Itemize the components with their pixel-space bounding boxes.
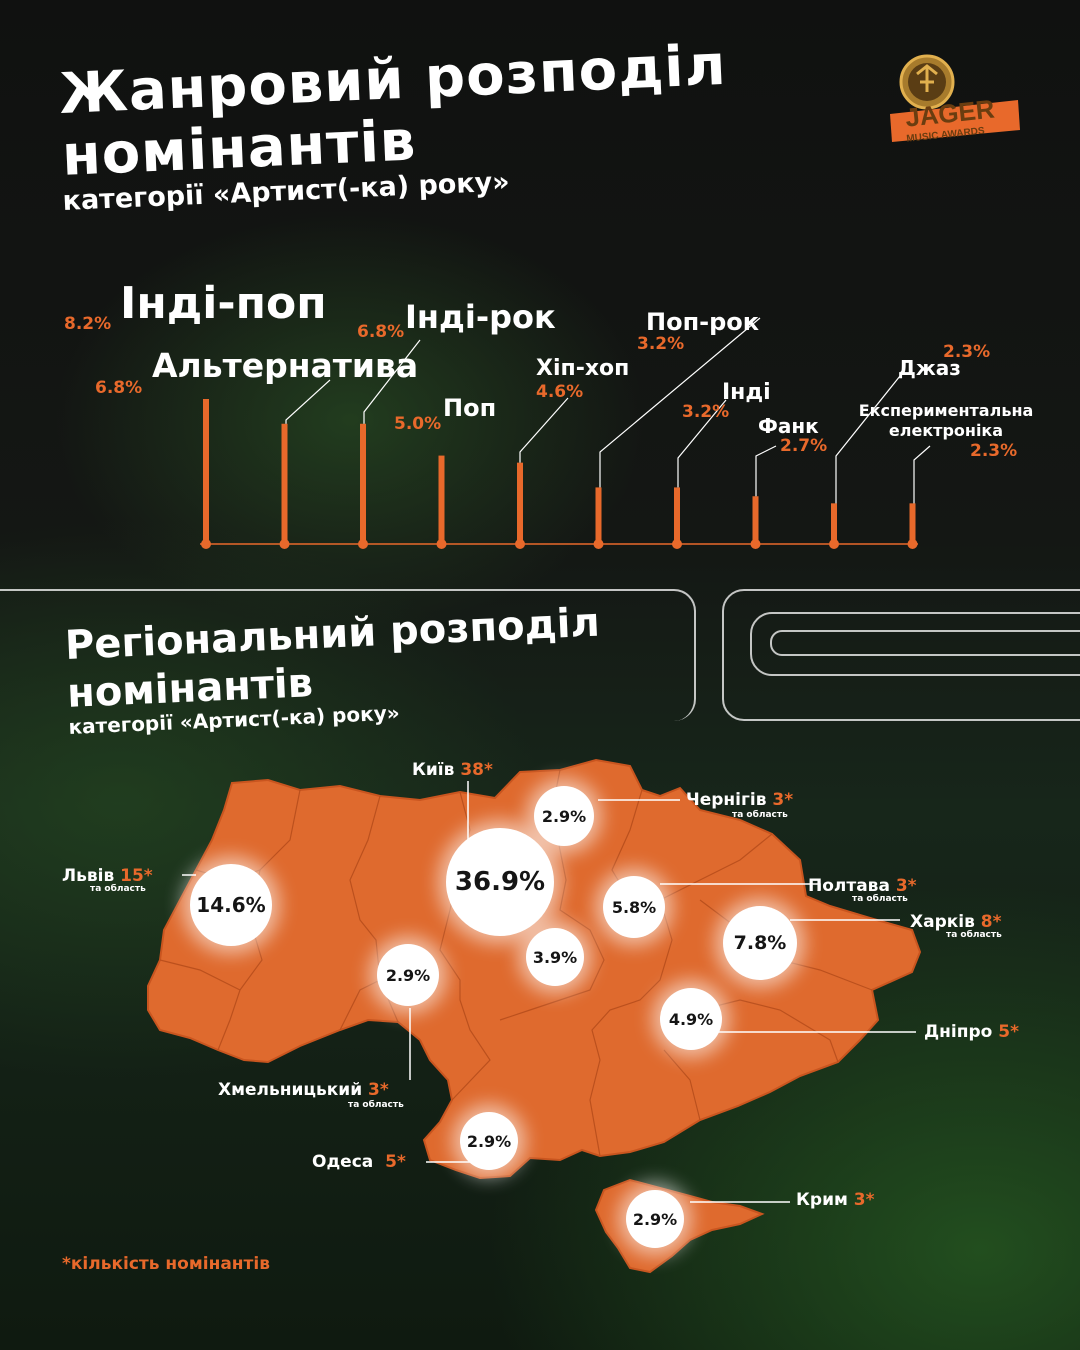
genre-bar: [909, 503, 916, 544]
genre-value-experimental-electronics: 2.3%: [970, 441, 1018, 461]
genre-value-alternative: 6.8%: [95, 378, 143, 398]
genre-bar-dot: [201, 539, 211, 549]
genre-bar-dot: [515, 539, 525, 549]
jager-music-awards-logo: JAGER MUSIC AWARDS: [890, 54, 1020, 145]
genre-bar: [281, 423, 288, 544]
region-label-kharkiv: Харків 8*: [910, 912, 1002, 932]
region-label-dnipro: Дніпро 5*: [924, 1022, 1019, 1042]
genre-label-jazz: Джаз: [898, 356, 961, 380]
region-circle-crimea: 2.9%: [626, 1190, 684, 1248]
region-circle-kharkiv: 7.8%: [723, 906, 797, 980]
region-circle-odesa: 2.9%: [460, 1112, 518, 1170]
decorative-frame-right-middle: [750, 612, 1080, 676]
decorative-frame-right-inner: [770, 630, 1080, 656]
genre-chart: [200, 317, 931, 549]
genre-bar: [831, 503, 837, 544]
genre-bar: [674, 487, 680, 544]
region-label-kyiv: Київ 38*: [412, 760, 493, 780]
genre-value-pop: 5.0%: [394, 414, 442, 434]
genre-bar-dot: [750, 539, 761, 549]
decorative-frame-right-outer: [722, 589, 1080, 721]
genre-label-pop: Поп: [443, 394, 497, 422]
decorative-frame-left: [0, 589, 696, 721]
region-circle-dnipro: 4.9%: [660, 988, 722, 1050]
genre-value-funk: 2.7%: [780, 436, 828, 456]
genre-leader-line: [599, 317, 761, 488]
genre-leader-line: [285, 379, 331, 424]
genre-leader-line: [755, 445, 777, 497]
genre-bar-dot: [279, 539, 290, 549]
region-note-khmelnytskyi: та область: [348, 1100, 404, 1110]
genre-bar: [203, 399, 209, 544]
region-label-khmelnytskyi: Хмельницький 3*: [218, 1080, 389, 1100]
genre-leader-line: [363, 339, 421, 424]
genre-label-indie: Інді: [722, 380, 771, 405]
region-circle-poltava: 5.8%: [603, 876, 665, 938]
genre-leader-line: [677, 399, 727, 488]
genre-label-indie-pop: Інді-поп: [120, 278, 327, 329]
genre-bar-dot: [907, 539, 918, 549]
region-circle-lviv: 14.6%: [190, 864, 272, 946]
genre-bar-dot: [593, 539, 604, 549]
genre-bar: [595, 487, 602, 544]
region-note-lviv: та область: [90, 884, 146, 894]
genre-label-hip-hop: Хіп-хоп: [536, 356, 630, 381]
region-note-kharkiv: та область: [946, 930, 1002, 940]
genre-leader-line: [835, 375, 901, 504]
genre-bar: [438, 455, 445, 544]
genre-value-indie-pop: 8.2%: [64, 314, 112, 334]
genre-label-experimental-electronics: Експериментальна електроніка: [858, 401, 1034, 440]
region-circle-vinnytsia: 3.9%: [526, 928, 584, 986]
genre-label-alternative: Альтернатива: [152, 346, 419, 385]
footnote: *кількість номінантів: [62, 1254, 270, 1274]
genre-value-hip-hop: 4.6%: [536, 382, 584, 402]
region-label-odesa: Одеса 5*: [312, 1152, 406, 1172]
genre-value-jazz: 2.3%: [943, 342, 991, 362]
genre-bar-dot: [672, 539, 682, 549]
genre-label-indie-rock: Інді-рок: [405, 298, 556, 336]
region-label-chernihiv: Чернігів 3*: [686, 790, 794, 810]
genre-bar: [360, 423, 366, 544]
genre-label-pop-rock: Поп-рок: [646, 308, 760, 336]
region-label-poltava: Полтава 3*: [808, 876, 917, 896]
genre-value-pop-rock: 3.2%: [637, 334, 685, 354]
region-circle-khmelnytskyi: 2.9%: [377, 944, 439, 1006]
genre-value-indie: 3.2%: [682, 402, 730, 422]
genre-bar: [517, 462, 523, 544]
region-circle-kyiv: 36.9%: [446, 828, 554, 936]
genre-bar-dot: [358, 539, 368, 549]
region-note-chernihiv: та область: [732, 810, 788, 820]
genre-bar-dot: [829, 539, 839, 549]
region-note-poltava: та область: [852, 894, 908, 904]
genre-value-indie-rock: 6.8%: [357, 322, 405, 342]
genre-leader-line: [519, 397, 569, 463]
genre-bar-dot: [436, 539, 447, 549]
genre-bar: [752, 496, 759, 544]
genre-leader-line: [913, 445, 931, 504]
genre-label-funk: Фанк: [758, 414, 819, 438]
region-label-crimea: Крим 3*: [796, 1190, 875, 1210]
region-label-lviv: Львів 15*: [62, 866, 153, 886]
region-circle-chernihiv: 2.9%: [534, 786, 594, 846]
